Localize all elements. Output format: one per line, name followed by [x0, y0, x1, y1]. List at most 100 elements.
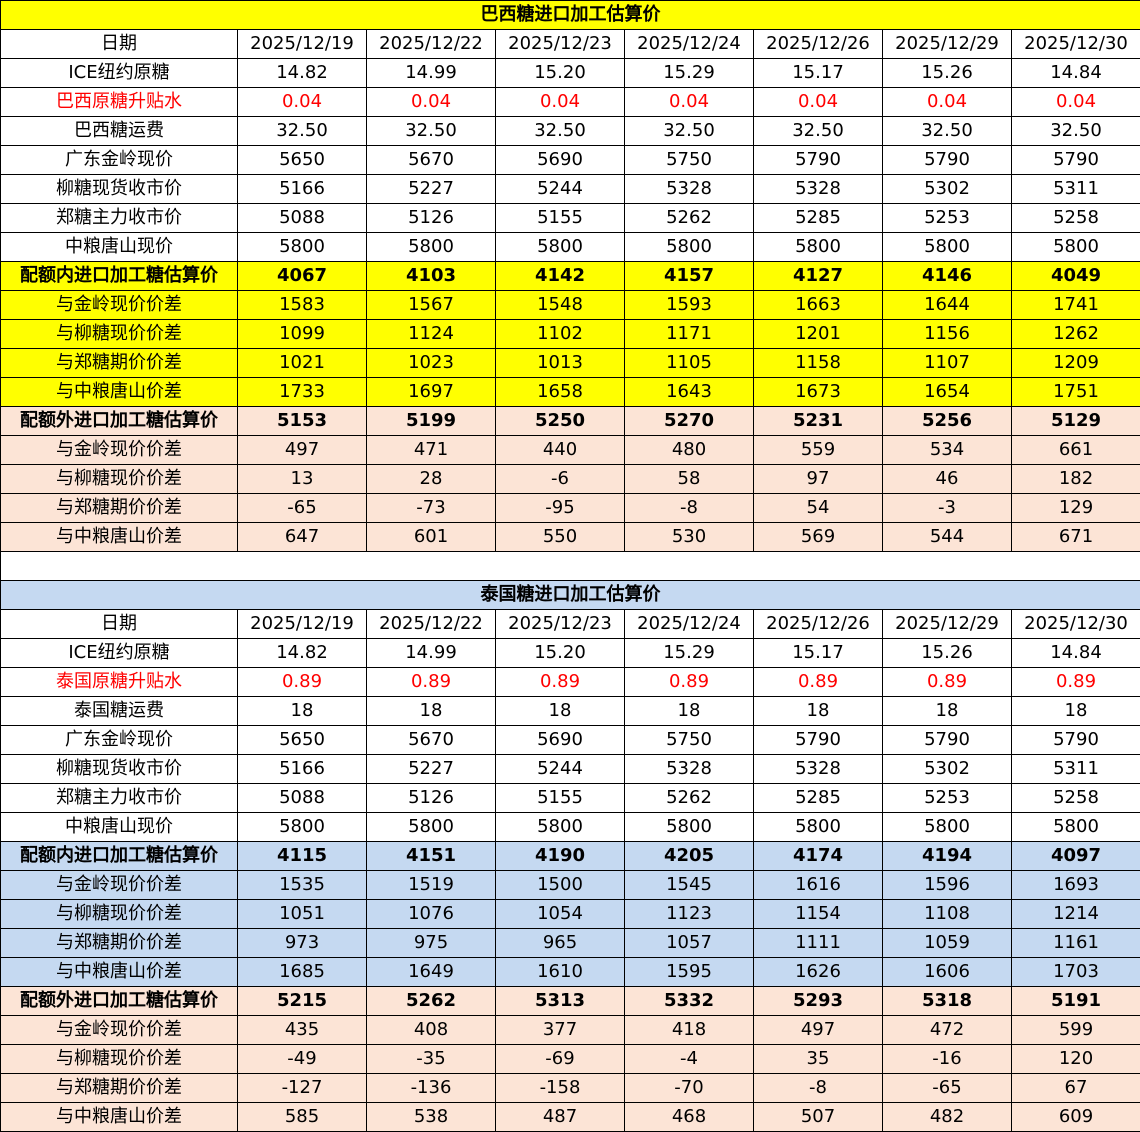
value-cell: 559	[753, 435, 883, 465]
row-label: 与郑糖期价价差	[0, 348, 238, 378]
value-cell: -69	[495, 1044, 625, 1074]
value-cell: 1500	[495, 870, 625, 900]
value-cell: 538	[366, 1102, 496, 1132]
value-cell: 0.04	[1011, 87, 1140, 117]
value-cell: -127	[237, 1073, 367, 1103]
table-title: 泰国糖进口加工估算价	[0, 580, 1140, 610]
date-header-cell: 2025/12/26	[753, 609, 883, 639]
value-cell: 1054	[495, 899, 625, 929]
table-row: 泰国糖运费 18 18 18 18 18 18 18	[0, 696, 1140, 726]
date-header-cell: 2025/12/29	[882, 609, 1012, 639]
row-label: 与柳糖现价价差	[0, 1044, 238, 1074]
date-header-cell: 2025/12/19	[237, 29, 367, 59]
value-cell: 1209	[1011, 348, 1140, 378]
date-header-cell: 2025/12/24	[624, 609, 754, 639]
value-cell: 1545	[624, 870, 754, 900]
value-cell: 5250	[495, 406, 625, 436]
value-cell: 5670	[366, 145, 496, 175]
value-cell: 15.29	[624, 638, 754, 668]
value-cell: 1567	[366, 290, 496, 320]
table-row: 与柳糖现价价差 1051 1076 1054 1123 1154 1108 1214	[0, 899, 1140, 929]
value-cell: 4049	[1011, 261, 1140, 291]
value-cell: 534	[882, 435, 1012, 465]
value-cell: 497	[753, 1015, 883, 1045]
value-cell: 0.04	[624, 87, 754, 117]
value-cell: 468	[624, 1102, 754, 1132]
value-cell: -136	[366, 1073, 496, 1103]
value-cell: 497	[237, 435, 367, 465]
value-cell: 569	[753, 522, 883, 552]
value-cell: 482	[882, 1102, 1012, 1132]
value-cell: 5800	[237, 232, 367, 262]
table-row: 配额外进口加工糖估算价 5215 5262 5313 5332 5293 5318 5191	[0, 986, 1140, 1016]
value-cell: 1593	[624, 290, 754, 320]
table-title-row: 泰国糖进口加工估算价	[0, 580, 1140, 610]
date-header-cell: 2025/12/30	[1011, 29, 1140, 59]
table-row: 与中粮唐山价差 647 601 550 530 569 544 671	[0, 522, 1140, 552]
value-cell: 32.50	[1011, 116, 1140, 146]
value-cell: 4157	[624, 261, 754, 291]
value-cell: 5153	[237, 406, 367, 436]
value-cell: -3	[882, 493, 1012, 523]
value-cell: 0.89	[753, 667, 883, 697]
value-cell: 1123	[624, 899, 754, 929]
table-row: 郑糖主力收市价 5088 5126 5155 5262 5285 5253 5258	[0, 203, 1140, 233]
value-cell: 15.17	[753, 638, 883, 668]
value-cell: 1201	[753, 319, 883, 349]
value-cell: 1023	[366, 348, 496, 378]
value-cell: 1751	[1011, 377, 1140, 407]
value-cell: 1693	[1011, 870, 1140, 900]
value-cell: 5311	[1011, 174, 1140, 204]
value-cell: 5258	[1011, 783, 1140, 813]
value-cell: 1099	[237, 319, 367, 349]
row-label: 广东金岭现价	[0, 145, 238, 175]
table-row: 配额内进口加工糖估算价 4115 4151 4190 4205 4174 4194 4097	[0, 841, 1140, 871]
table-row: 与中粮唐山价差 1733 1697 1658 1643 1673 1654 1751	[0, 377, 1140, 407]
value-cell: -73	[366, 493, 496, 523]
date-header-cell: 2025/12/30	[1011, 609, 1140, 639]
value-cell: -6	[495, 464, 625, 494]
value-cell: 5800	[753, 232, 883, 262]
value-cell: 5328	[753, 754, 883, 784]
value-cell: 480	[624, 435, 754, 465]
date-header-cell: 2025/12/23	[495, 609, 625, 639]
table-row: 与郑糖期价价差 -65 -73 -95 -8 54 -3 129	[0, 493, 1140, 523]
value-cell: 28	[366, 464, 496, 494]
row-label: 与郑糖期价价差	[0, 493, 238, 523]
table-row: 与郑糖期价价差 973 975 965 1057 1111 1059 1161	[0, 928, 1140, 958]
table-row: ICE纽约原糖 14.82 14.99 15.20 15.29 15.17 15.26 14.…	[0, 638, 1140, 668]
value-cell: -158	[495, 1073, 625, 1103]
row-label: 与郑糖期价价差	[0, 928, 238, 958]
value-cell: 5313	[495, 986, 625, 1016]
row-label: ICE纽约原糖	[0, 58, 238, 88]
value-cell: 0.89	[237, 667, 367, 697]
value-cell: 4194	[882, 841, 1012, 871]
value-cell: 965	[495, 928, 625, 958]
value-cell: -70	[624, 1073, 754, 1103]
value-cell: 46	[882, 464, 1012, 494]
value-cell: 1158	[753, 348, 883, 378]
row-label: ICE纽约原糖	[0, 638, 238, 668]
table-row: 与金岭现价价差 497 471 440 480 559 534 661	[0, 435, 1140, 465]
value-cell: 0.89	[624, 667, 754, 697]
value-cell: 1616	[753, 870, 883, 900]
value-cell: 18	[753, 696, 883, 726]
value-cell: 4115	[237, 841, 367, 871]
value-cell: 1124	[366, 319, 496, 349]
value-cell: 5270	[624, 406, 754, 436]
table-row: 配额内进口加工糖估算价 4067 4103 4142 4157 4127 4146 4049	[0, 261, 1140, 291]
empty-cell	[0, 551, 1140, 581]
value-cell: -8	[624, 493, 754, 523]
table-row: 与郑糖期价价差 1021 1023 1013 1105 1158 1107 1209	[0, 348, 1140, 378]
value-cell: 5155	[495, 783, 625, 813]
value-cell: 1685	[237, 957, 367, 987]
row-label: 与中粮唐山价差	[0, 377, 238, 407]
value-cell: 4127	[753, 261, 883, 291]
value-cell: 661	[1011, 435, 1140, 465]
value-cell: 5311	[1011, 754, 1140, 784]
value-cell: 5800	[495, 232, 625, 262]
value-cell: 18	[882, 696, 1012, 726]
value-cell: 440	[495, 435, 625, 465]
value-cell: 544	[882, 522, 1012, 552]
value-cell: 1733	[237, 377, 367, 407]
